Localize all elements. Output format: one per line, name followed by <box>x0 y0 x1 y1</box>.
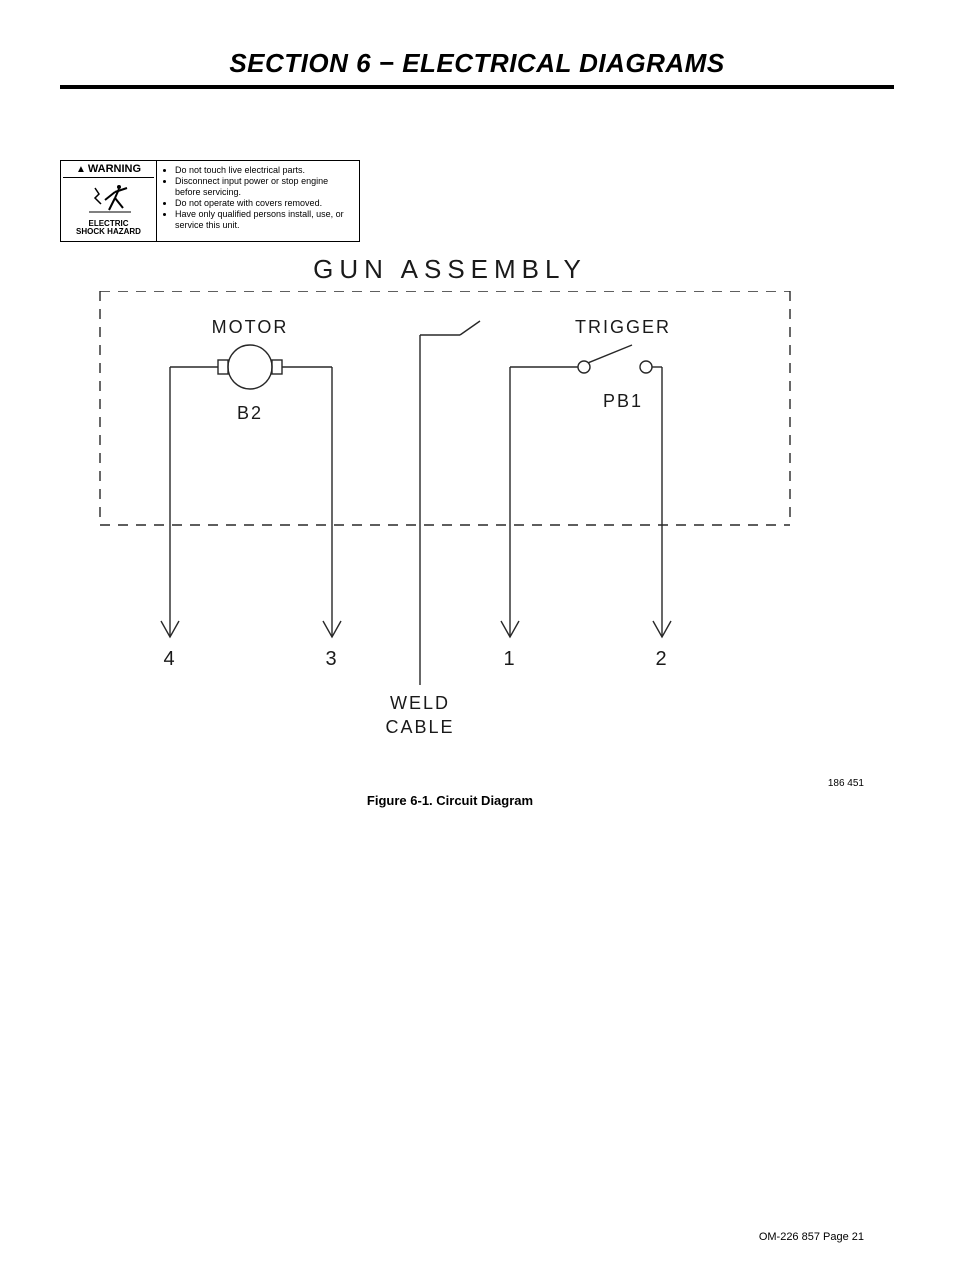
warning-item: Do not touch live electrical parts. <box>175 165 355 175</box>
warning-item: Have only qualified persons install, use… <box>175 209 355 230</box>
warning-item: Do not operate with covers removed. <box>175 198 355 208</box>
warning-triangle-icon: ▲ <box>76 164 86 175</box>
svg-text:B2: B2 <box>237 403 263 423</box>
diagram-title: GUN ASSEMBLY <box>90 254 810 285</box>
svg-text:CABLE: CABLE <box>385 717 454 737</box>
warning-item: Disconnect input power or stop engine be… <box>175 176 355 197</box>
svg-text:TRIGGER: TRIGGER <box>575 317 671 337</box>
svg-text:2: 2 <box>655 648 668 670</box>
warning-left-panel: ▲WARNING ELECTRIC SHOCK HAZARD <box>61 161 157 241</box>
svg-text:WELD: WELD <box>390 693 450 713</box>
svg-text:3: 3 <box>325 648 338 670</box>
shock-hazard-icon <box>79 182 139 216</box>
diagram-container: GUN ASSEMBLY MOTOR B2 4 3 WELD CABLE TRIGGER PB… <box>90 254 810 808</box>
section-title: SECTION 6 − ELECTRICAL DIAGRAMS <box>0 48 954 79</box>
warning-header-text: WARNING <box>88 163 141 175</box>
page-footer: OM-226 857 Page 21 <box>759 1231 864 1243</box>
title-rule <box>60 85 894 89</box>
warning-right-panel: Do not touch live electrical parts. Disc… <box>157 161 359 241</box>
warning-box: ▲WARNING ELECTRIC SHOCK HAZARD Do not to… <box>60 160 360 242</box>
svg-text:MOTOR: MOTOR <box>212 317 289 337</box>
circuit-diagram-svg: MOTOR B2 4 3 WELD CABLE TRIGGER PB1 1 2 <box>90 291 810 781</box>
warning-list: Do not touch live electrical parts. Disc… <box>163 165 355 230</box>
svg-text:1: 1 <box>503 648 516 670</box>
reference-number: 186 451 <box>828 778 864 789</box>
svg-text:4: 4 <box>163 648 176 670</box>
figure-caption: Figure 6-1. Circuit Diagram <box>90 793 810 808</box>
hazard-line2: SHOCK HAZARD <box>63 228 154 236</box>
svg-text:PB1: PB1 <box>603 391 643 411</box>
warning-header: ▲WARNING <box>63 163 154 178</box>
